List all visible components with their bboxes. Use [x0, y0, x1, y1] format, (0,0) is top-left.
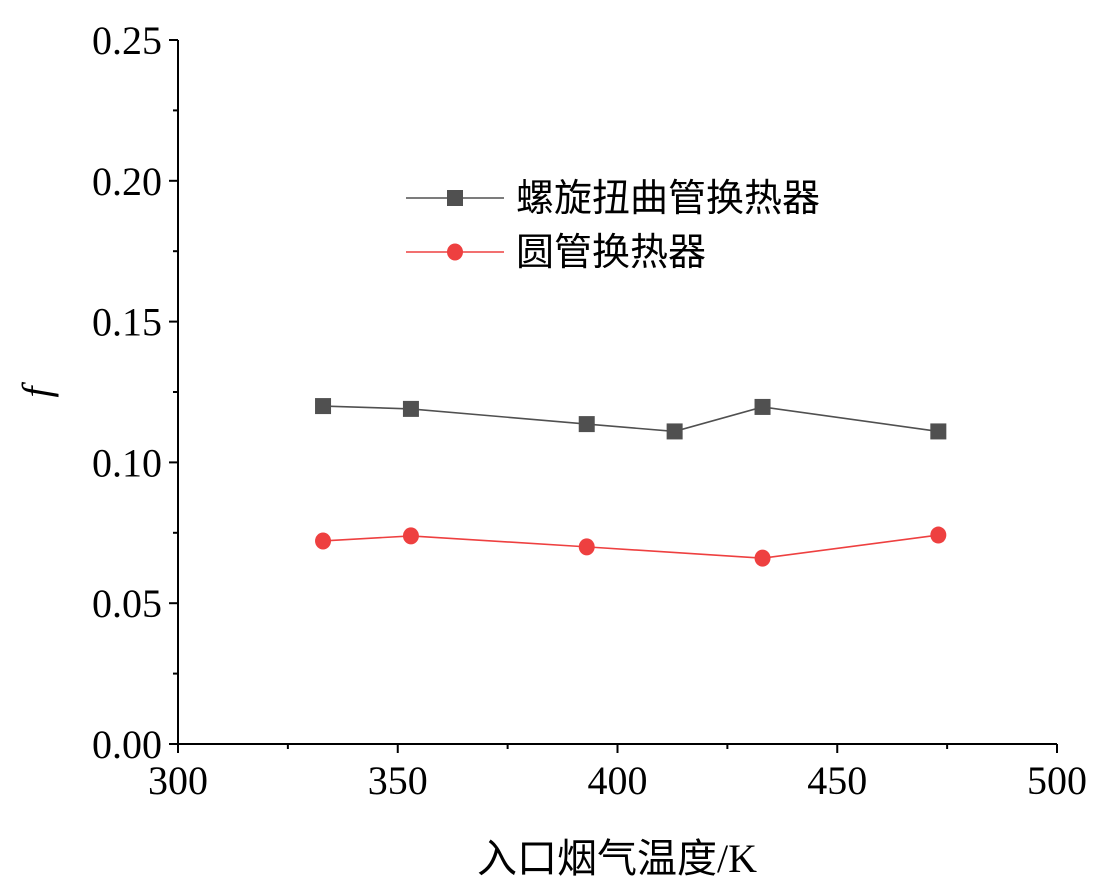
legend-marker-1 — [447, 190, 463, 206]
y-tick-label: 0.20 — [92, 159, 162, 204]
y-tick-label: 0.00 — [92, 722, 162, 767]
data-point-series-1 — [666, 423, 683, 440]
x-tick-label: 300 — [148, 758, 208, 803]
data-point-series-1 — [315, 398, 332, 415]
data-point-series-2 — [315, 532, 332, 550]
data-point-series-2 — [578, 538, 595, 556]
y-tick-label: 0.25 — [92, 18, 162, 63]
series-line-1 — [323, 405, 939, 433]
x-tick-label: 400 — [588, 758, 648, 803]
legend-label-2: 圆管换热器 — [516, 232, 706, 274]
data-point-series-1 — [930, 423, 947, 440]
axes: 300 350 400 450 500 0.00 0.05 0.10 0.15 0.20 0.25 — [92, 18, 1087, 803]
x-tick-label: 350 — [368, 758, 428, 803]
y-tick-label: 0.10 — [92, 440, 162, 485]
data-point-series-1 — [402, 400, 419, 417]
data-point-series-1 — [578, 416, 595, 433]
legend-label-1: 螺旋扭曲管换热器 — [516, 178, 820, 220]
y-tick-label: 0.15 — [92, 300, 162, 345]
data-point-series-1 — [754, 398, 771, 415]
x-axis-title: 入口烟气温度/K — [477, 836, 757, 881]
legend-marker-2 — [447, 243, 463, 261]
data-point-series-2 — [402, 527, 419, 545]
data-point-series-2 — [930, 526, 947, 544]
x-tick-label: 450 — [807, 758, 867, 803]
y-axis-title: f — [14, 382, 59, 398]
data-point-series-2 — [754, 549, 771, 567]
series-layer — [315, 398, 947, 567]
y-tick-label: 0.05 — [92, 581, 162, 626]
x-tick-label: 500 — [1027, 758, 1087, 803]
